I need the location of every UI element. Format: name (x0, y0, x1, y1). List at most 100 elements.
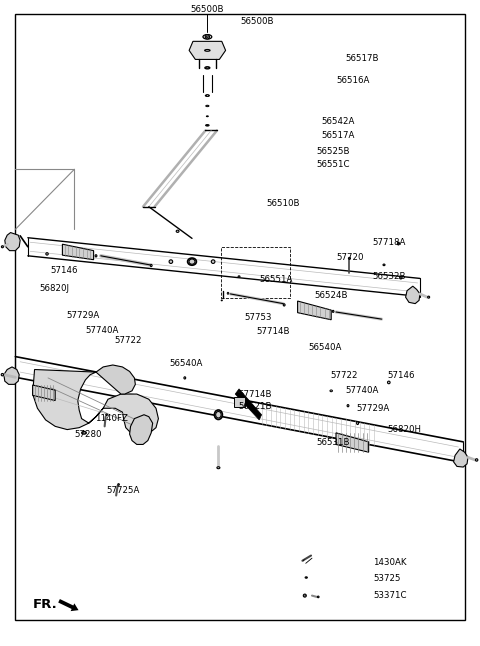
Text: 57729A: 57729A (66, 311, 99, 320)
Text: 53725: 53725 (373, 574, 401, 583)
Ellipse shape (206, 116, 208, 117)
Text: 57722: 57722 (330, 371, 358, 380)
Text: 56517A: 56517A (322, 131, 355, 140)
Polygon shape (130, 415, 153, 444)
Text: 56521B: 56521B (239, 402, 272, 412)
Ellipse shape (184, 377, 186, 379)
Text: 56510B: 56510B (266, 199, 300, 208)
Circle shape (428, 296, 430, 298)
Circle shape (118, 484, 120, 485)
Text: 57146: 57146 (50, 266, 78, 275)
Ellipse shape (176, 230, 179, 233)
FancyArrow shape (58, 599, 79, 611)
Text: 57753: 57753 (245, 313, 272, 322)
Ellipse shape (203, 35, 212, 39)
Ellipse shape (204, 50, 210, 51)
Circle shape (106, 414, 108, 415)
Ellipse shape (383, 264, 385, 266)
Circle shape (399, 276, 402, 279)
Circle shape (169, 260, 173, 264)
Polygon shape (96, 365, 135, 394)
Text: FR.: FR. (33, 598, 58, 610)
Ellipse shape (189, 259, 195, 264)
Polygon shape (33, 385, 55, 401)
Ellipse shape (238, 391, 240, 393)
Circle shape (303, 594, 306, 597)
Text: 57718A: 57718A (372, 238, 406, 247)
Text: 56517B: 56517B (346, 54, 379, 63)
Circle shape (317, 596, 319, 598)
Ellipse shape (82, 432, 86, 434)
Ellipse shape (205, 95, 209, 96)
Text: 56551A: 56551A (259, 275, 293, 284)
Text: 56500B: 56500B (240, 17, 274, 26)
Text: 56516A: 56516A (336, 76, 370, 85)
Ellipse shape (238, 276, 240, 277)
Circle shape (475, 459, 478, 461)
Polygon shape (235, 389, 262, 420)
Ellipse shape (397, 242, 399, 245)
Circle shape (205, 35, 209, 39)
Ellipse shape (347, 404, 349, 407)
Text: 57722: 57722 (114, 336, 142, 345)
Ellipse shape (357, 422, 359, 424)
Text: 53371C: 53371C (373, 591, 407, 600)
Text: 57720: 57720 (336, 253, 363, 262)
Text: 56820H: 56820H (388, 425, 422, 434)
Text: 56540A: 56540A (308, 343, 342, 352)
Circle shape (387, 381, 390, 384)
Text: 57725A: 57725A (107, 486, 140, 495)
Ellipse shape (330, 390, 333, 391)
Ellipse shape (221, 300, 222, 301)
Ellipse shape (206, 105, 209, 107)
Polygon shape (5, 233, 20, 251)
Text: 1430AK: 1430AK (373, 557, 407, 567)
Text: 57740A: 57740A (346, 386, 379, 395)
Circle shape (1, 245, 3, 248)
Polygon shape (62, 244, 94, 260)
Text: 57146: 57146 (388, 371, 415, 380)
Ellipse shape (283, 304, 285, 306)
Polygon shape (336, 433, 369, 452)
Text: 57729A: 57729A (356, 404, 389, 413)
Bar (234, 397, 245, 407)
Ellipse shape (215, 410, 222, 419)
Ellipse shape (205, 67, 210, 69)
Polygon shape (33, 370, 158, 435)
Text: 56820J: 56820J (40, 284, 70, 293)
Ellipse shape (332, 310, 334, 313)
Ellipse shape (216, 412, 221, 418)
Ellipse shape (398, 242, 399, 245)
Ellipse shape (206, 125, 208, 126)
Ellipse shape (227, 293, 229, 294)
Text: 57714B: 57714B (257, 327, 290, 336)
Polygon shape (298, 301, 331, 320)
Circle shape (206, 36, 208, 37)
Polygon shape (454, 449, 468, 467)
Circle shape (348, 257, 350, 260)
Ellipse shape (188, 258, 196, 266)
Polygon shape (189, 41, 226, 59)
Text: 56525B: 56525B (317, 147, 350, 156)
Ellipse shape (217, 466, 220, 469)
Ellipse shape (305, 577, 307, 578)
Text: 57740A: 57740A (85, 326, 119, 335)
Text: 57714B: 57714B (239, 390, 272, 399)
Circle shape (206, 94, 208, 97)
Text: 56542A: 56542A (322, 117, 355, 126)
Ellipse shape (95, 255, 97, 257)
Text: 56524B: 56524B (314, 291, 348, 300)
Polygon shape (406, 286, 420, 304)
Circle shape (46, 253, 48, 255)
Text: 56531B: 56531B (317, 438, 350, 447)
Circle shape (1, 373, 3, 376)
Text: 57280: 57280 (74, 430, 102, 439)
Text: 56551C: 56551C (317, 160, 350, 169)
Ellipse shape (205, 125, 209, 126)
Circle shape (211, 260, 215, 264)
Text: 56540A: 56540A (169, 359, 203, 368)
Ellipse shape (150, 264, 152, 267)
Ellipse shape (206, 67, 209, 68)
Polygon shape (4, 367, 19, 384)
Text: 56532B: 56532B (372, 272, 406, 281)
